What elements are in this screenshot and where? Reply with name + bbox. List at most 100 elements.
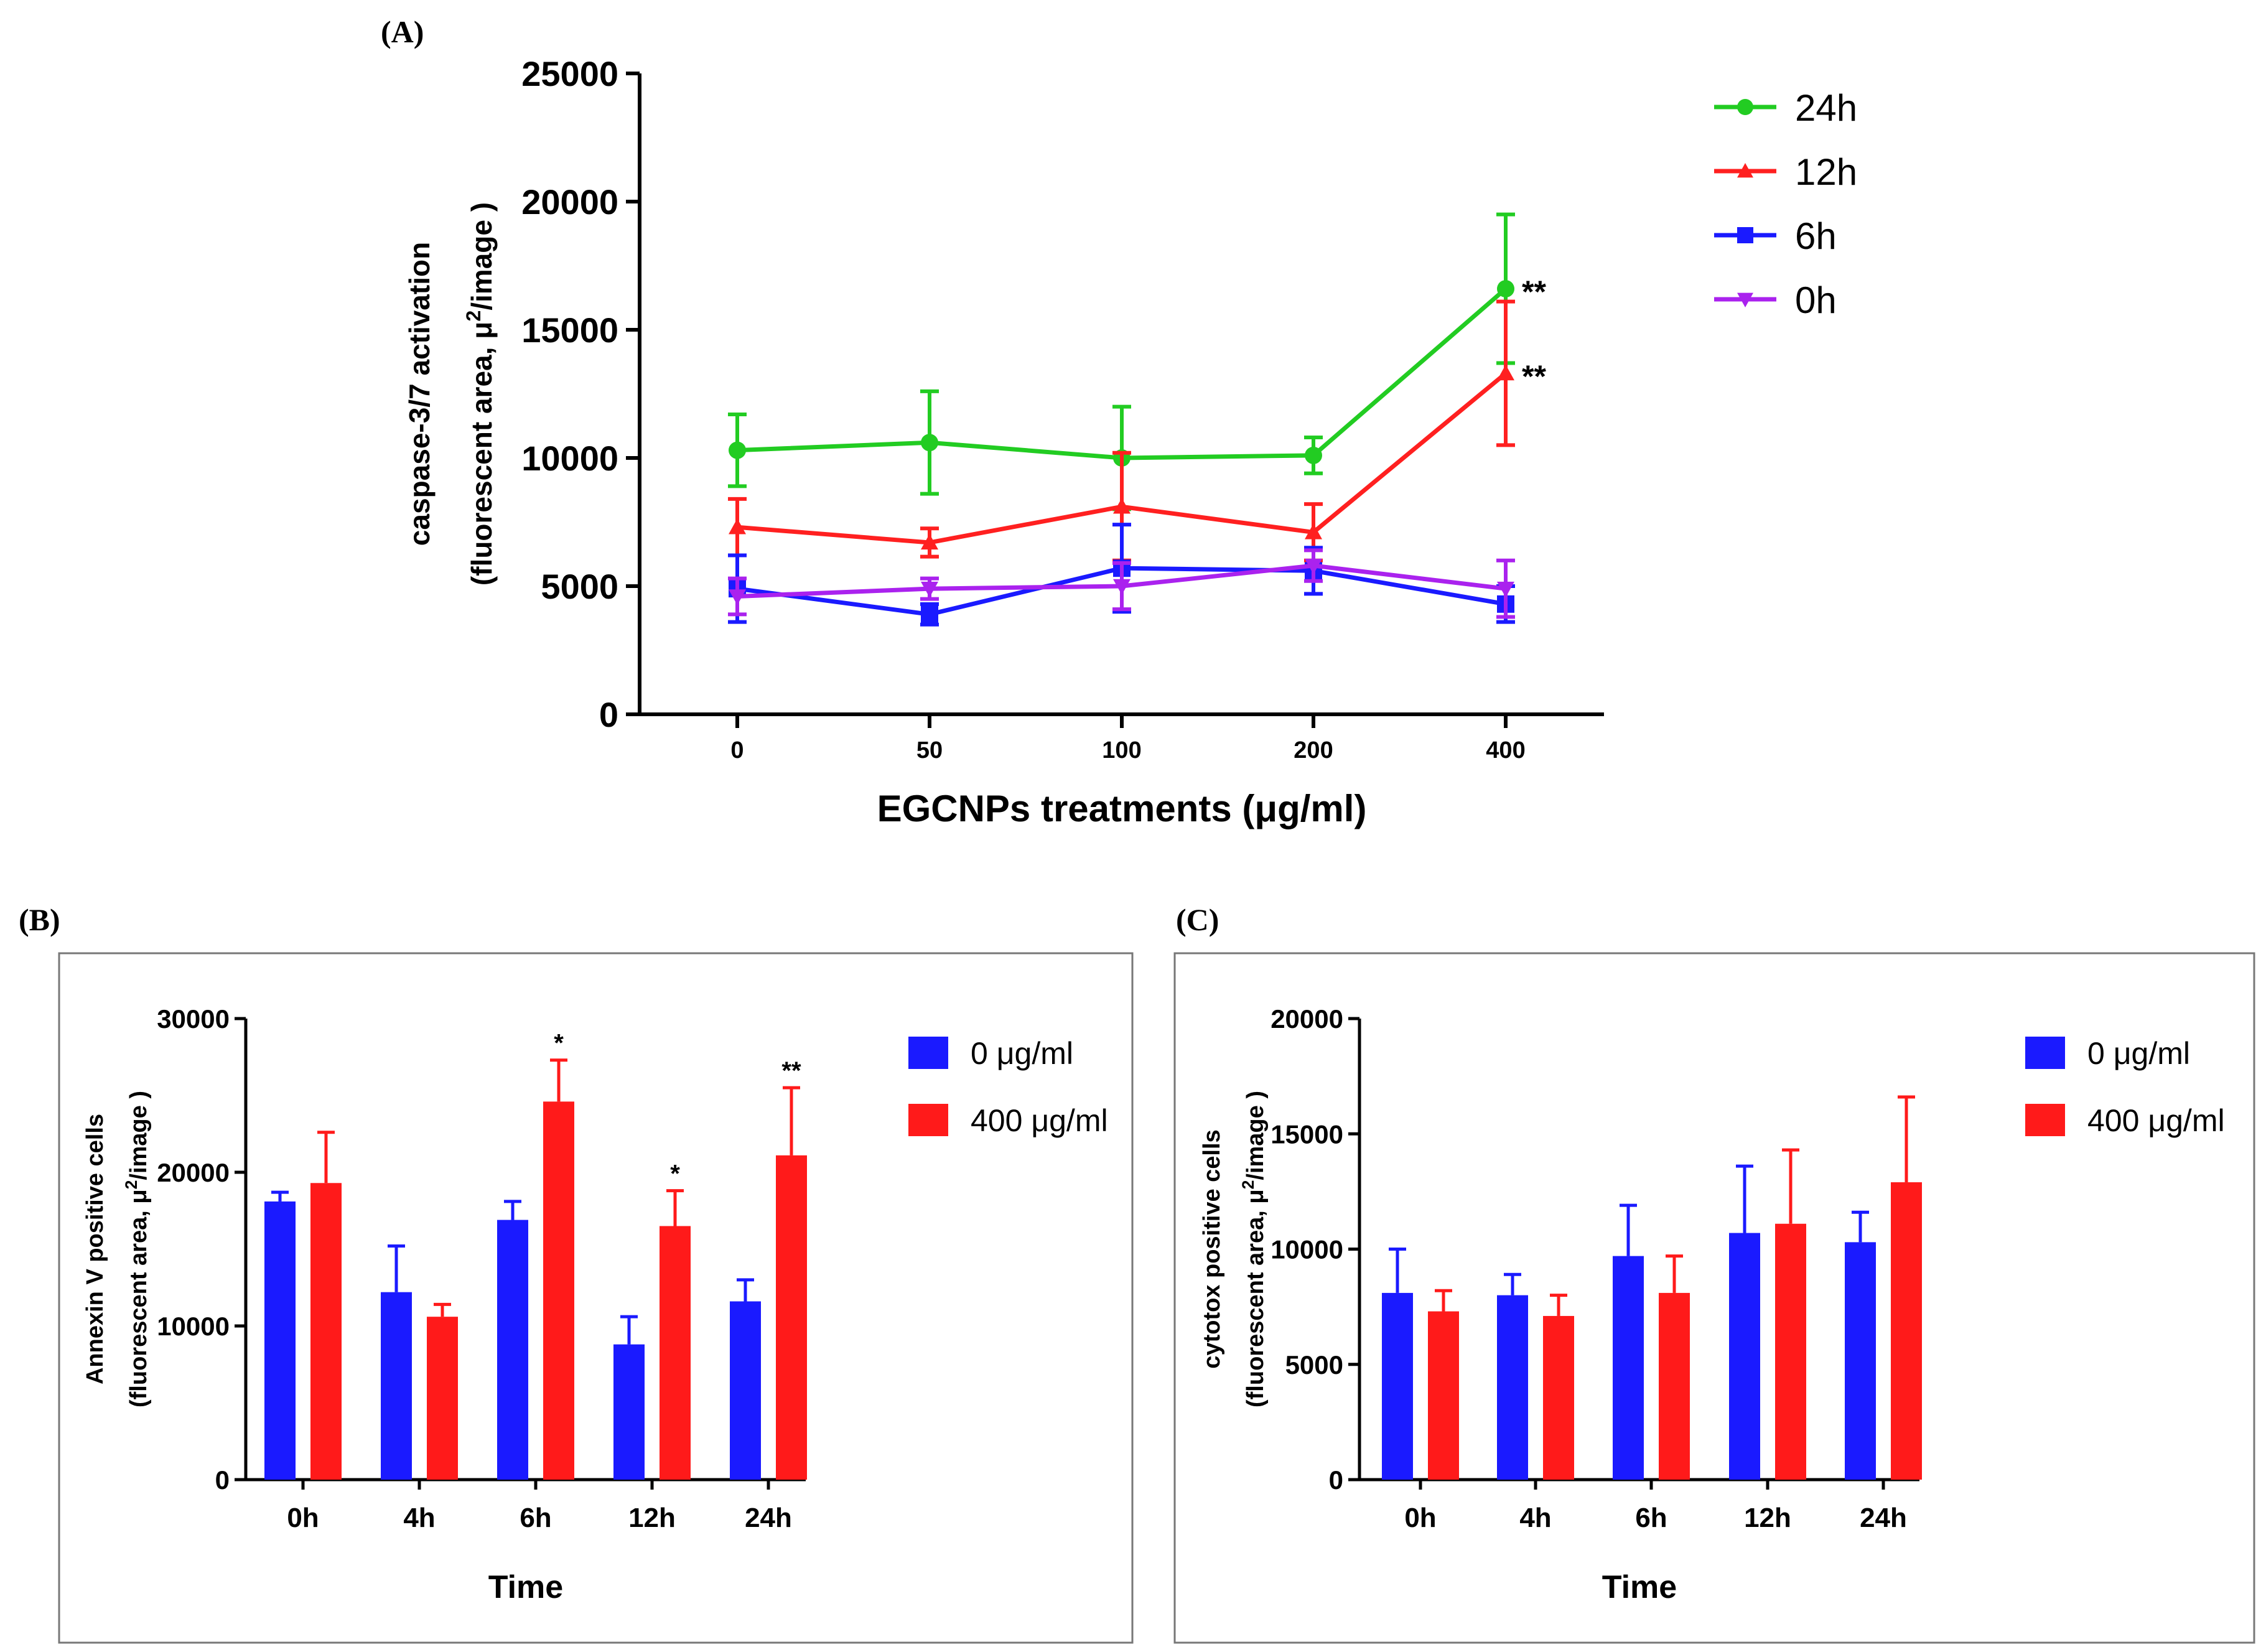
- bar-400 μg/ml: [427, 1317, 458, 1480]
- chart-c-cytotox: 0 5000 10000 15000 20000 0h 4h 6h 12h 24h Time cyto…: [1199, 1004, 2225, 1605]
- legend-label: 6h: [1795, 215, 1837, 257]
- x-tick-label: 24h: [745, 1503, 792, 1533]
- legend-swatch: [908, 1037, 948, 1069]
- x-tick-label: 400: [1486, 737, 1525, 763]
- bar-400 μg/ml: [543, 1101, 574, 1480]
- data-point-0h: [1497, 581, 1514, 598]
- significance-mark: **: [781, 1057, 801, 1085]
- y-tick-label: 0: [599, 695, 618, 734]
- y-axis-title-line1: cytotox positive cells: [1199, 1129, 1225, 1368]
- legend-marker-0h: [1737, 292, 1753, 307]
- legend-label: 400 μg/ml: [971, 1103, 1108, 1138]
- x-tick-label: 4h: [403, 1503, 435, 1533]
- bar-400 μg/ml: [1891, 1182, 1922, 1480]
- x-tick-label: 24h: [1860, 1503, 1907, 1533]
- bar-400 μg/ml: [1775, 1223, 1806, 1480]
- legend-label: 12h: [1795, 151, 1857, 193]
- legend-swatch: [2025, 1104, 2065, 1136]
- data-point-6h: [921, 605, 938, 623]
- panel-b-frame: [58, 952, 1134, 1644]
- data-point-12h: [1497, 365, 1514, 381]
- x-axis-title: EGCNPs treatments (μg/ml): [877, 788, 1367, 829]
- legend-swatch: [908, 1104, 948, 1136]
- x-tick-label: 0: [730, 737, 744, 763]
- bar-400 μg/ml: [776, 1155, 807, 1480]
- y-tick-label: 0: [215, 1465, 230, 1495]
- legend-swatch: [2025, 1037, 2065, 1069]
- bar-0 μg/ml: [1382, 1292, 1413, 1480]
- bar-0 μg/ml: [730, 1301, 761, 1480]
- panel-label-a: (A): [381, 14, 424, 49]
- legend-label: 0h: [1795, 279, 1837, 321]
- data-point-0h: [729, 589, 746, 605]
- bar-0 μg/ml: [497, 1220, 528, 1480]
- y-tick-label: 5000: [1285, 1350, 1343, 1379]
- data-point-24h: [729, 441, 746, 459]
- bar-0 μg/ml: [1613, 1256, 1644, 1480]
- x-tick-label: 0h: [1404, 1503, 1436, 1533]
- data-point-24h: [921, 434, 938, 452]
- legend-marker-12h: [1737, 163, 1753, 178]
- y-tick-label: 20000: [521, 182, 618, 222]
- chart-a-caspase: 0 5000 10000 15000 20000 25000 0 50 100 200 400 EGC…: [403, 54, 1857, 829]
- bar-0 μg/ml: [264, 1201, 296, 1480]
- y-tick-label: 20000: [157, 1158, 230, 1187]
- significance-mark: *: [670, 1160, 680, 1188]
- bar-400 μg/ml: [1659, 1292, 1690, 1480]
- x-axis-title: Time: [488, 1569, 563, 1605]
- x-tick-label: 200: [1294, 737, 1333, 763]
- x-tick-label: 12h: [628, 1503, 676, 1533]
- data-point-0h: [1305, 558, 1322, 575]
- bar-0 μg/ml: [1845, 1242, 1876, 1480]
- bar-400 μg/ml: [1428, 1311, 1459, 1480]
- y-tick-label: 5000: [541, 567, 618, 606]
- legend-label: 0 μg/ml: [971, 1036, 1073, 1071]
- bar-400 μg/ml: [310, 1183, 342, 1480]
- y-axis-title-line2: (fluorescent area, μ2/image ): [122, 1091, 152, 1407]
- panel-label-b: (B): [19, 902, 60, 937]
- y-axis-title-line1: Annexin V positive cells: [82, 1114, 108, 1384]
- y-tick-label: 30000: [157, 1004, 230, 1034]
- y-axis-title-line2: (fluorescent area, μ2/image ): [1239, 1091, 1269, 1407]
- data-point-0h: [921, 581, 938, 598]
- significance-mark: **: [1522, 359, 1546, 394]
- legend-label: 400 μg/ml: [2087, 1103, 2225, 1138]
- data-point-12h: [1305, 523, 1322, 539]
- x-tick-label: 100: [1102, 737, 1141, 763]
- y-axis-title-line1: caspase-3/7 activation: [403, 242, 436, 546]
- x-tick-label: 0h: [287, 1503, 319, 1533]
- x-tick-label: 6h: [1635, 1503, 1667, 1533]
- bar-0 μg/ml: [1497, 1295, 1528, 1480]
- panel-c-frame: [1173, 952, 2255, 1644]
- x-tick-label: 4h: [1519, 1503, 1551, 1533]
- data-point-24h: [1305, 446, 1322, 464]
- x-tick-label: 6h: [520, 1503, 551, 1533]
- y-tick-label: 10000: [157, 1312, 230, 1341]
- data-point-12h: [1113, 498, 1131, 514]
- bar-0 μg/ml: [1729, 1233, 1760, 1480]
- bar-0 μg/ml: [613, 1344, 645, 1480]
- legend-label: 24h: [1795, 87, 1857, 129]
- bar-400 μg/ml: [1543, 1315, 1574, 1480]
- legend-marker-6h: [1737, 227, 1753, 243]
- y-tick-label: 15000: [521, 310, 618, 350]
- y-axis-title-line2: (fluorescent area, μ2/image ): [462, 202, 498, 586]
- y-tick-label: 10000: [1271, 1235, 1343, 1264]
- x-axis-title: Time: [1602, 1569, 1677, 1605]
- bar-400 μg/ml: [660, 1226, 691, 1480]
- bar-0 μg/ml: [381, 1292, 412, 1480]
- y-tick-label: 0: [1329, 1465, 1343, 1495]
- x-tick-label: 50: [916, 737, 943, 763]
- legend-marker-24h: [1737, 99, 1753, 115]
- significance-mark: *: [554, 1030, 564, 1057]
- panel-label-c: (C): [1176, 902, 1219, 937]
- chart-b-annexin: 0 10000 20000 30000 0h 4h 6h * 12h * 24h ** Time Anne…: [82, 1004, 1108, 1605]
- y-tick-label: 25000: [521, 54, 618, 93]
- y-tick-label: 15000: [1271, 1119, 1343, 1149]
- y-tick-label: 20000: [1271, 1004, 1343, 1034]
- data-point-12h: [921, 533, 938, 550]
- data-point-0h: [1113, 579, 1131, 595]
- legend-label: 0 μg/ml: [2087, 1036, 2190, 1071]
- significance-mark: **: [1522, 274, 1546, 309]
